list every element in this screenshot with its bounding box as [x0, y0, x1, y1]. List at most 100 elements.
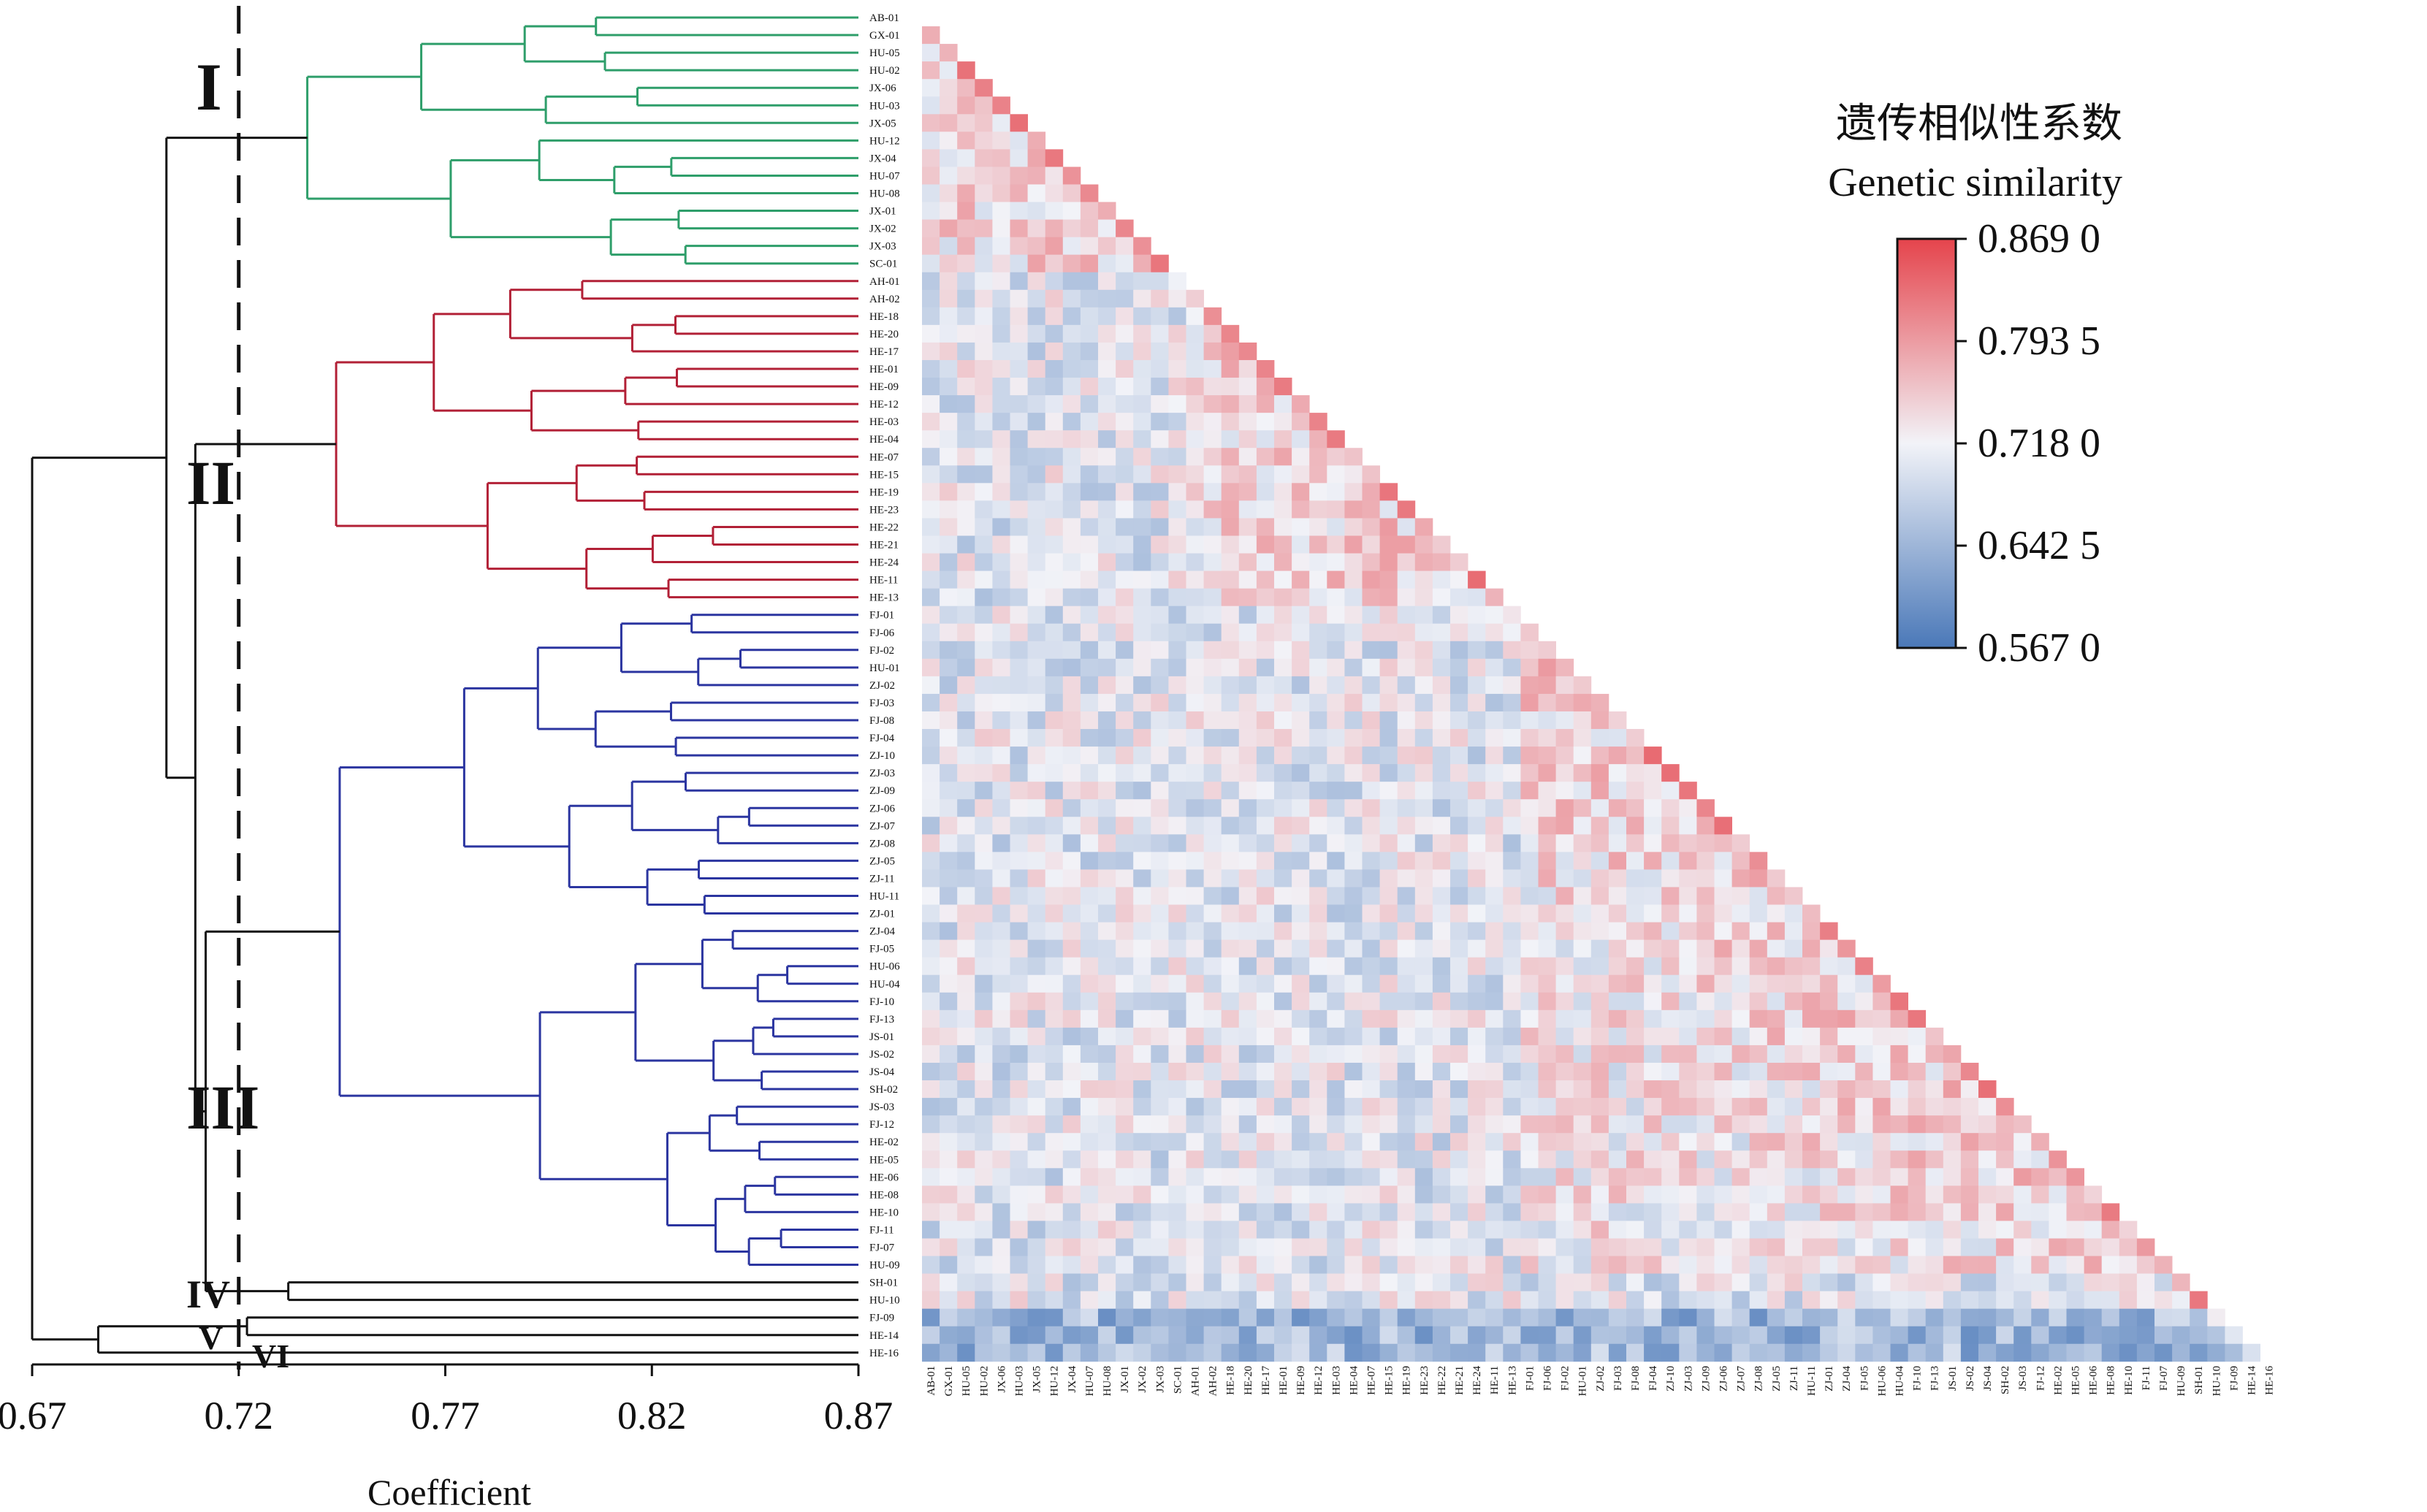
heatmap-cell: [2013, 1133, 2032, 1151]
heatmap-cell: [1186, 430, 1204, 448]
heatmap-cell: [1151, 324, 1169, 343]
heatmap-cell: [1802, 904, 1821, 923]
heatmap-cell: [1098, 747, 1116, 765]
heatmap-cell: [1151, 272, 1169, 291]
heatmap-cell: [975, 1308, 993, 1327]
heatmap-cell: [1661, 1308, 1680, 1327]
heatmap-cell: [1432, 1045, 1451, 1064]
heatmap-cell: [1292, 1080, 1310, 1099]
heatmap-cell: [1485, 834, 1504, 852]
heatmap-cell: [1116, 1009, 1134, 1028]
heatmap-cell: [1608, 1080, 1627, 1099]
heatmap-cell: [992, 606, 1010, 625]
heatmap-cell: [957, 483, 975, 501]
heatmap-cell: [1133, 957, 1151, 976]
heatmap-cell: [2049, 1185, 2067, 1204]
heatmap-cell: [1203, 395, 1222, 413]
heatmap-cell: [1696, 1308, 1715, 1327]
heatmap-cell: [1274, 1168, 1292, 1186]
heatmap-cell: [1767, 1062, 1786, 1081]
heatmap-cell: [1450, 693, 1468, 712]
heatmap-cell: [1221, 378, 1240, 396]
heatmap-cell: [1397, 1273, 1416, 1292]
heatmap-cell: [1485, 606, 1504, 625]
heatmap-cell: [1186, 289, 1204, 308]
heatmap-cell: [1908, 1009, 1927, 1028]
heatmap-cell: [1203, 764, 1222, 782]
heatmap-column-label: JX-05: [1032, 1366, 1043, 1393]
heatmap-cell: [1203, 693, 1222, 712]
heatmap-cell: [1256, 974, 1275, 993]
heatmap-cell: [1098, 430, 1116, 448]
heatmap-cell: [1116, 729, 1134, 747]
heatmap-cell: [975, 219, 993, 238]
heatmap-cell: [1432, 1185, 1451, 1204]
heatmap-cell: [1450, 1343, 1468, 1362]
heatmap-cell: [1855, 1080, 1873, 1099]
heatmap-cell: [1644, 939, 1662, 958]
heatmap-cell: [1203, 606, 1222, 625]
heatmap-cell: [1555, 957, 1574, 976]
heatmap-cell: [1344, 1045, 1363, 1064]
heatmap-cell: [1027, 465, 1046, 484]
heatmap-cell: [2049, 1326, 2067, 1345]
heatmap-cell: [1784, 1326, 1803, 1345]
heatmap-cell: [992, 167, 1010, 185]
heatmap-cell: [1802, 1308, 1821, 1327]
heatmap-cell: [1925, 1308, 1944, 1327]
heatmap-cell: [1855, 1098, 1873, 1116]
heatmap-cell: [1327, 1203, 1345, 1221]
heatmap-cell: [1186, 869, 1204, 887]
heatmap-cell: [1080, 1009, 1099, 1028]
heatmap-cell: [1573, 782, 1592, 800]
heatmap-cell: [1292, 658, 1310, 677]
heatmap-cell: [1010, 799, 1028, 817]
heatmap-cell: [1731, 1133, 1750, 1151]
leaf-label: JX-03: [869, 241, 896, 253]
heatmap-cell: [1168, 729, 1186, 747]
heatmap-cell: [992, 676, 1010, 695]
heatmap-cell: [1397, 1168, 1416, 1186]
heatmap-cell: [1450, 1062, 1468, 1081]
heatmap-cell: [992, 869, 1010, 887]
heatmap-cell: [1344, 782, 1363, 800]
heatmap-cell: [1274, 1045, 1292, 1064]
heatmap-cell: [1890, 1027, 1908, 1046]
heatmap-cell: [1133, 799, 1151, 817]
heatmap-cell: [975, 1168, 993, 1186]
heatmap-cell: [1908, 1080, 1927, 1099]
heatmap-cell: [1309, 1308, 1327, 1327]
heatmap-cell: [1327, 869, 1345, 887]
heatmap-cell: [1450, 1150, 1468, 1169]
heatmap-cell: [1238, 676, 1257, 695]
heatmap-cell: [1133, 676, 1151, 695]
heatmap-cell: [1503, 1009, 1521, 1028]
heatmap-cell: [1661, 869, 1680, 887]
heatmap-cell: [1503, 834, 1521, 852]
heatmap-cell: [1872, 1133, 1891, 1151]
heatmap-cell: [1379, 887, 1398, 905]
heatmap-cell: [1538, 957, 1556, 976]
heatmap-cell: [1362, 1238, 1380, 1256]
heatmap-cell: [1027, 1133, 1046, 1151]
heatmap-cell: [1080, 272, 1099, 291]
heatmap-cell: [1062, 887, 1081, 905]
heatmap-cell: [1045, 1098, 1064, 1116]
heatmap-cell: [1855, 1221, 1873, 1239]
heatmap-cell: [1767, 887, 1786, 905]
heatmap-cell: [1608, 974, 1627, 993]
heatmap-cell: [1573, 887, 1592, 905]
heatmap-cell: [1080, 342, 1099, 361]
heatmap-cell: [1045, 922, 1064, 941]
heatmap-cell: [1309, 606, 1327, 625]
leaf-label: AB-01: [869, 12, 899, 24]
heatmap-cell: [1379, 1080, 1398, 1099]
heatmap-cell: [1837, 1256, 1856, 1274]
heatmap-cell: [1221, 465, 1240, 484]
heatmap-cell: [1027, 1221, 1046, 1239]
heatmap-cell: [1256, 1080, 1275, 1099]
heatmap-cell: [1925, 1343, 1944, 1362]
heatmap-cell: [2172, 1273, 2190, 1292]
heatmap-cell: [1256, 869, 1275, 887]
heatmap-cell: [1379, 799, 1398, 817]
